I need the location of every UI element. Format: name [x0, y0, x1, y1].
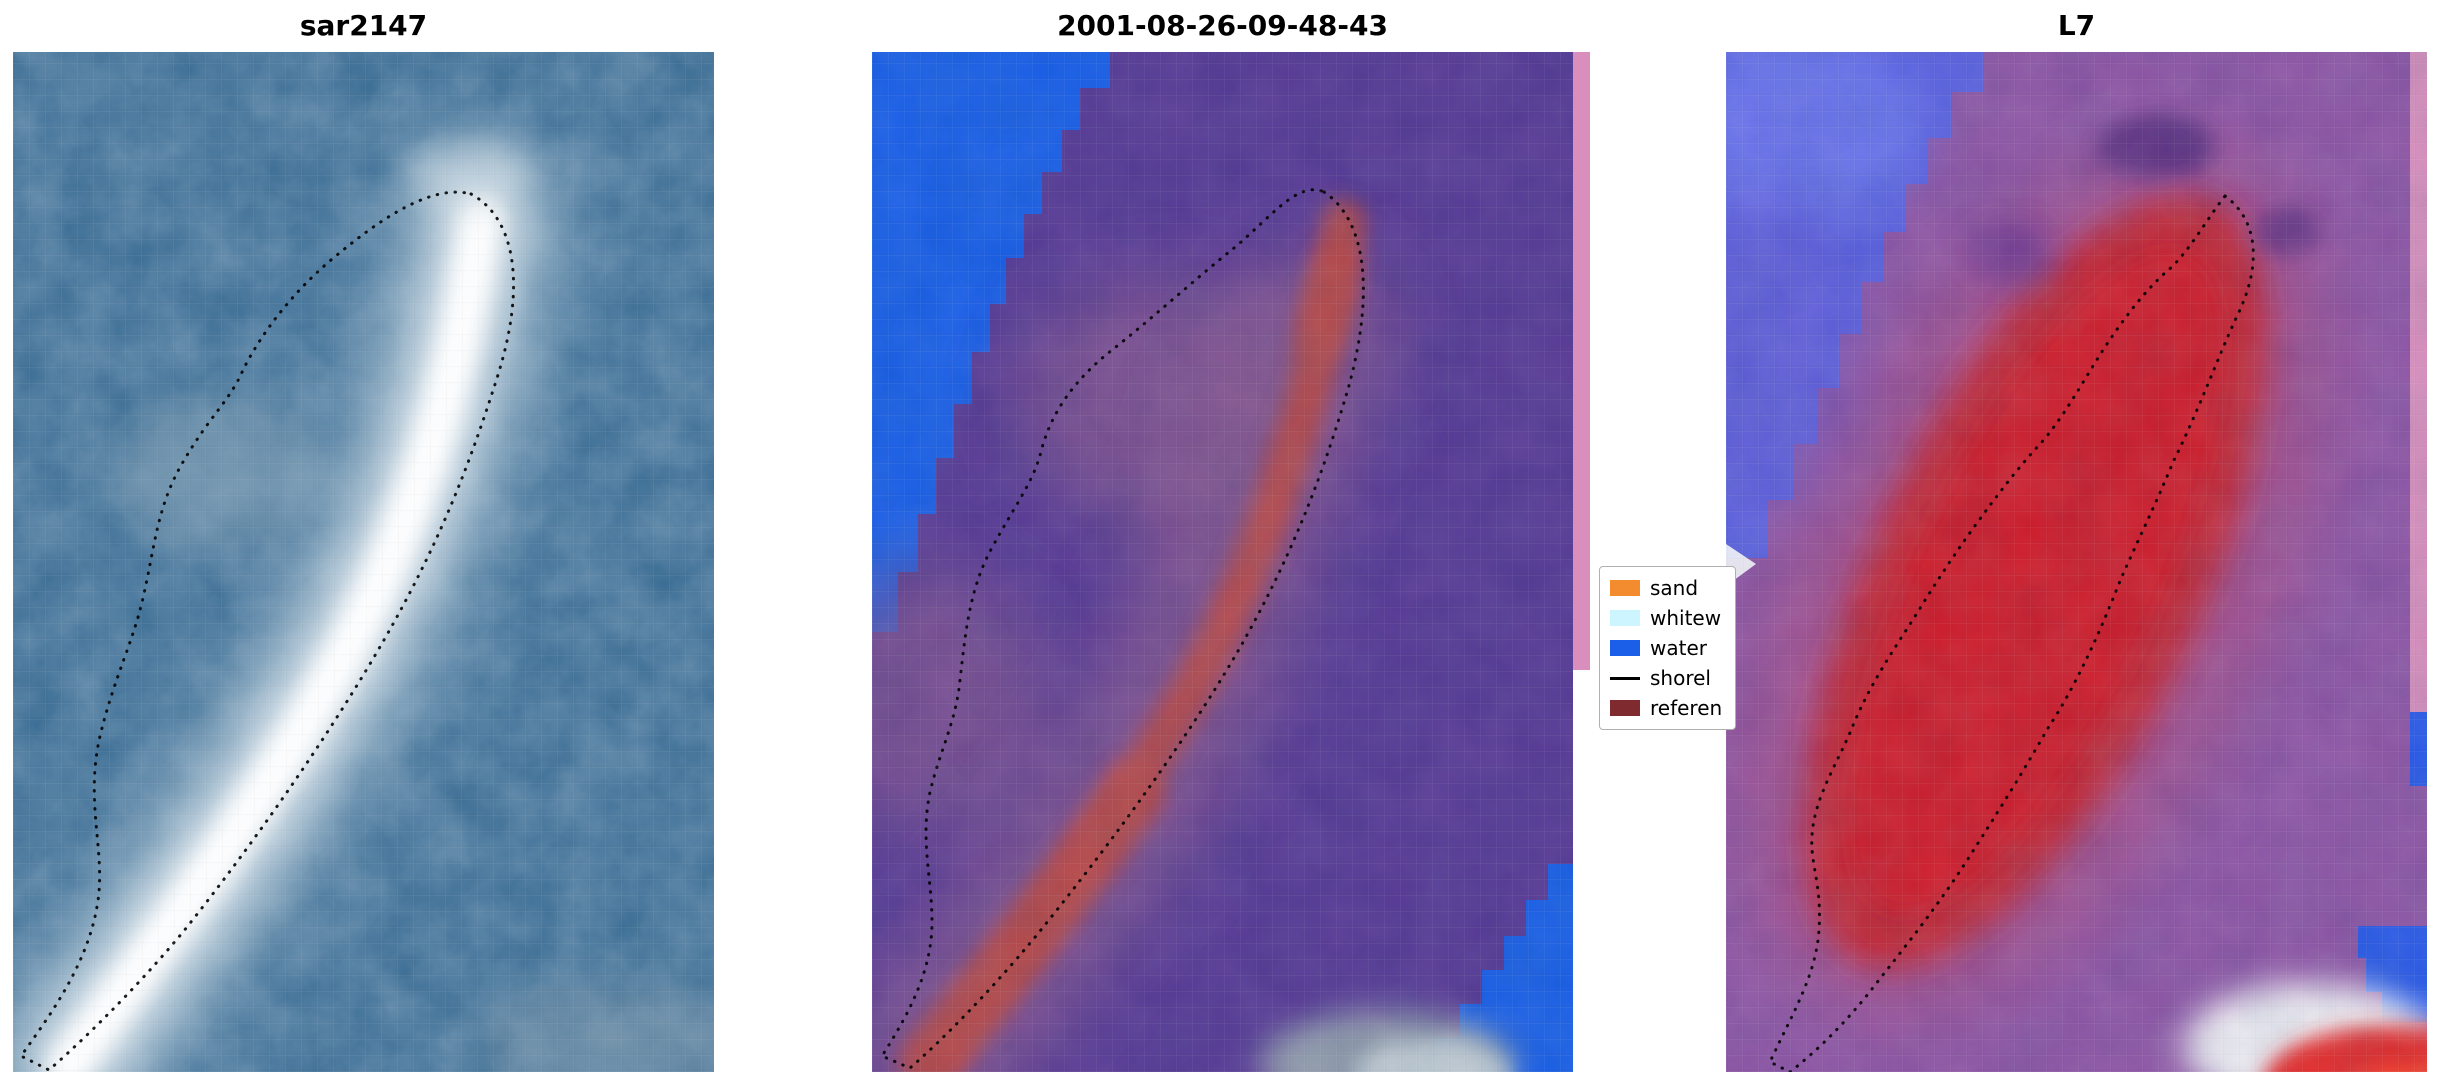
legend-label: sand	[1650, 576, 1699, 600]
nodata-strip	[1573, 52, 1590, 670]
legend-label: shorel	[1650, 666, 1711, 690]
legend-item-whitewater: whitew	[1610, 603, 1735, 633]
legend-item-shoreline: shorel	[1610, 663, 1735, 693]
legend-label: referen	[1650, 696, 1723, 720]
panel-title-classified: 2001-08-26-09-48-43	[1057, 9, 1388, 42]
sar-image	[13, 52, 714, 1072]
shoreline-line-swatch	[1610, 676, 1640, 680]
legend-label: whitew	[1650, 606, 1722, 630]
shoreline-contour	[879, 188, 1365, 1070]
panel-classified-image	[872, 52, 1573, 1072]
shoreline-contour	[18, 190, 515, 1072]
panel-title-l7: L7	[2057, 9, 2096, 42]
sandbar-core	[47, 196, 502, 1072]
panel-l7-image	[1726, 52, 2427, 1072]
water-swatch	[1610, 640, 1640, 656]
panel-title-sar: sar2147	[299, 9, 428, 42]
legend: sand whitew water shorel referen	[1599, 566, 1736, 730]
sand-swatch	[1610, 580, 1640, 596]
legend-item-reference: referen	[1610, 693, 1735, 723]
classified-image	[872, 52, 1573, 1072]
whitewater-swatch	[1610, 610, 1640, 626]
shoreline-contour	[1768, 193, 2255, 1072]
reference-swatch	[1610, 700, 1640, 716]
legend-label: water	[1650, 636, 1707, 660]
legend-item-sand: sand	[1610, 573, 1735, 603]
l7-image	[1726, 52, 2427, 1072]
legend-item-water: water	[1610, 633, 1735, 663]
panel-sar-image	[13, 52, 714, 1072]
